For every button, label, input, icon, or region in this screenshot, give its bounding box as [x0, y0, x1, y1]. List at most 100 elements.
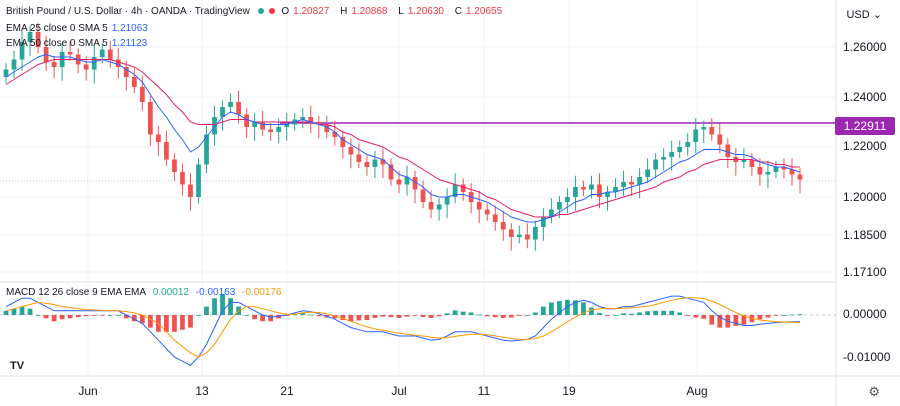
macd-label: MACD 12 26 close 9 EMA EMA: [6, 287, 147, 298]
macd-histogram-bar: [396, 315, 402, 318]
price-tick: 1.17100: [843, 265, 887, 279]
macd-histogram-bar: [444, 313, 450, 315]
macd-histogram-bar: [252, 315, 258, 320]
macd-histogram: [3, 294, 803, 332]
macd-tick: -0.01000: [843, 350, 891, 364]
candle: [420, 189, 426, 202]
tradingview-logo[interactable]: TV: [10, 360, 25, 372]
high-label: H: [340, 6, 348, 17]
macd-histogram-bar: [468, 312, 474, 315]
macd-histogram-bar: [228, 298, 233, 315]
price-tick: 1.24000: [843, 90, 887, 104]
candle: [244, 114, 249, 127]
candle: [372, 159, 378, 167]
candle: [67, 52, 73, 55]
macd-histogram-bar: [300, 312, 306, 315]
macd-histogram-bar: [59, 315, 65, 320]
chevron-down-icon: ⌄: [872, 9, 882, 21]
macd-histogram-bar: [356, 315, 362, 321]
macd-histogram-bar: [372, 315, 378, 318]
candle: [404, 177, 410, 185]
time-tick: 19: [562, 384, 576, 398]
open-label: O: [281, 6, 290, 17]
close-label: C: [454, 6, 462, 17]
macd-histogram-bar: [581, 302, 586, 315]
macd-histogram-bar: [797, 314, 803, 315]
candle: [677, 147, 683, 152]
candle: [781, 167, 787, 170]
candle: [107, 49, 113, 60]
candle: [444, 197, 450, 205]
symbol-title[interactable]: British Pound / U.S. Dollar · 4h · OANDA…: [6, 6, 250, 17]
candle: [669, 152, 675, 157]
ema25-line: [5, 53, 801, 223]
macd-histogram-bar: [460, 311, 466, 315]
ema50-line: [5, 59, 800, 218]
macd-histogram-bar: [388, 315, 394, 318]
candle: [131, 77, 137, 87]
macd-legend[interactable]: MACD 12 26 close 9 EMA EMA 0.00012 -0.00…: [6, 287, 286, 298]
macd-histogram-bar: [589, 307, 594, 315]
low-label: L: [398, 6, 404, 17]
resistance-price-label[interactable]: 1.22911: [835, 117, 895, 135]
candle: [228, 102, 233, 107]
candle: [573, 187, 578, 197]
macd-histogram-bar: [677, 312, 683, 315]
macd-histogram-bar: [220, 294, 225, 315]
macd-histogram-bar: [244, 315, 249, 316]
macd-histogram-bar: [773, 315, 779, 316]
macd-histogram-bar: [516, 315, 522, 316]
macd-histogram-bar: [789, 314, 795, 316]
ema50-legend[interactable]: EMA 50 close 0 SMA 5 1.21123: [6, 38, 151, 49]
candle: [396, 179, 402, 185]
candle: [27, 32, 33, 42]
ema50-label: EMA 50 close 0 SMA 5: [6, 38, 108, 49]
macd-histogram-bar: [548, 302, 554, 315]
candle: [11, 59, 17, 70]
time-tick: 21: [280, 384, 294, 398]
candle: [693, 129, 699, 142]
candle: [709, 127, 715, 135]
candle: [492, 214, 498, 222]
candle: [364, 162, 370, 167]
gear-icon[interactable]: ⚙: [868, 384, 880, 399]
low-value: 1.20630: [407, 6, 444, 17]
candle: [308, 117, 314, 122]
macd-histogram-bar: [733, 315, 739, 326]
candle: [268, 129, 274, 132]
candle: [332, 132, 338, 137]
macd-tick: 0.00000: [843, 307, 887, 321]
candle: [476, 202, 482, 210]
candle: [621, 182, 626, 187]
candle: [685, 142, 691, 147]
candle: [260, 122, 266, 130]
macd-histogram-bar: [709, 315, 715, 325]
macd-histogram-bar: [781, 315, 787, 316]
time-tick: 13: [195, 384, 209, 398]
candle: [188, 184, 193, 197]
macd-histogram-bar: [741, 315, 747, 325]
macd-histogram-bar: [51, 315, 57, 322]
macd-histogram-bar: [757, 315, 763, 320]
macd-histogram-bar: [637, 312, 642, 315]
candle: [51, 62, 57, 67]
candle: [500, 222, 506, 230]
macd-histogram-bar: [540, 306, 546, 315]
ema25-legend[interactable]: EMA 25 close 0 SMA 5 1.21063: [6, 23, 152, 34]
time-tick: 11: [477, 384, 491, 398]
candle: [540, 217, 546, 227]
candle: [725, 144, 731, 157]
candle: [300, 117, 306, 120]
macd-histogram-bar: [613, 315, 618, 316]
candle: [661, 157, 667, 160]
currency-selector[interactable]: USD ⌄: [846, 8, 882, 21]
candle: [388, 164, 394, 180]
candle: [757, 167, 763, 175]
macd-histogram-bar: [565, 299, 570, 315]
price-tick: 1.26000: [843, 40, 887, 54]
candle: [428, 202, 434, 210]
macd-histogram-bar: [420, 315, 426, 318]
macd-histogram-bar: [107, 315, 113, 316]
time-tick: Aug: [686, 384, 708, 398]
